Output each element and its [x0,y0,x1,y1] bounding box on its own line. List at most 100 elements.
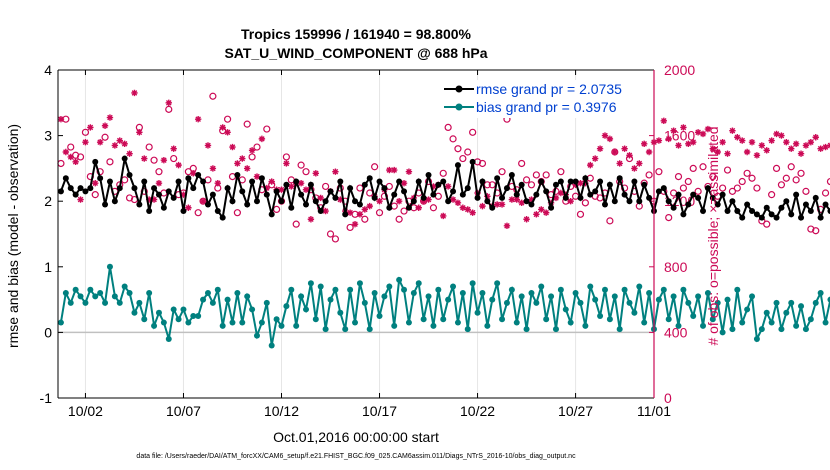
bias-point [538,283,545,290]
rmse-point [577,194,584,201]
bias-point [420,316,427,323]
rmse-point [278,198,285,205]
bias-point [185,319,192,326]
obs-possible-point [469,128,477,136]
obs-assimilated-point [145,196,153,203]
obs-possible-point [694,187,702,195]
bias-point [611,293,618,300]
obs-assimilated-point [734,134,741,141]
bias-point [121,283,128,290]
plot-background [58,70,654,398]
rmse-point [817,214,824,221]
bias-point [190,313,197,319]
y-tick-label-right: 2000 [664,62,695,78]
bias-point [317,283,324,290]
rmse-point [175,178,182,185]
obs-assimilated-point [547,199,555,207]
obs-possible-point [738,177,746,186]
obs-assimilated-point [538,206,545,213]
rmse-point [273,188,280,195]
rmse-point [758,214,765,221]
rmse-point [180,208,187,215]
rmse-point [347,185,354,192]
bias-point [606,316,613,323]
rmse-point [503,185,510,192]
bias-point [763,309,770,316]
x-tick-label: 10/02 [68,403,103,419]
footer-data-file: data file: /Users/raeder/DAI/ATM_forcXX/… [136,453,576,460]
bias-point [435,286,442,293]
obs-assimilated-point [567,198,574,205]
bias-point [670,293,677,300]
rmse-point [376,178,383,185]
obs-possible-point [209,92,217,100]
rmse-point [102,201,109,208]
chart-title-line1: Tropics 159996 / 161940 = 98.800% [241,26,472,42]
obs-assimilated-point [743,148,751,156]
obs-assimilated-point [690,138,697,146]
obs-assimilated-point [258,135,266,143]
bias-point [97,290,104,297]
bias-point [165,335,172,342]
rmse-point [479,178,486,185]
rmse-point [87,185,94,192]
bias-point [175,316,182,323]
obs-assimilated-point [670,127,677,134]
bias-point [332,286,339,293]
rmse-point [690,191,697,198]
obs-assimilated-point [400,179,408,187]
y-tick-label-left: 3 [44,128,52,144]
obs-possible-point [145,143,153,151]
rmse-point [528,201,535,208]
obs-assimilated-point [214,179,221,187]
obs-possible-point [684,177,692,186]
bias-point [827,296,830,303]
bias-point [773,299,780,306]
rmse-point [685,201,692,208]
rmse-point [204,201,211,208]
rmse-point [67,185,74,192]
bias-point [136,299,143,306]
rmse-point [572,178,579,185]
bias-point [214,286,221,293]
bias-point [445,296,452,303]
rmse-point [283,181,290,188]
bias-point [665,316,672,323]
bias-point [298,293,305,300]
bias-point [170,306,177,313]
obs-assimilated-point [185,204,192,211]
rmse-point [582,175,589,182]
bias-point [450,283,457,290]
obs-possible-point [194,209,202,217]
bias-point [548,293,555,300]
rmse-point [72,191,79,198]
bias-point [494,280,501,287]
bias-point [386,283,393,290]
bias-point [405,319,412,326]
obs-possible-point [753,184,761,192]
obs-possible-point [375,209,384,217]
rmse-point [773,214,780,221]
bias-point [200,296,207,303]
rmse-point [459,191,466,198]
obs-assimilated-point [591,155,599,162]
obs-assimilated-point [150,196,158,203]
bias-point [577,299,584,306]
bias-point [567,319,574,326]
bias-point [253,332,260,339]
obs-possible-point [439,169,447,177]
bias-point [822,319,829,326]
bias-point [102,299,109,306]
obs-assimilated-point [552,194,560,202]
bias-point [489,296,496,303]
obs-assimilated-point [224,129,231,136]
bias-point [356,280,363,287]
rmse-point [396,178,403,185]
obs-possible-point [356,184,364,192]
obs-possible-point [282,153,291,161]
y-tick-label-left: -1 [40,390,53,406]
bias-point [587,283,594,290]
obs-assimilated-point [797,150,805,157]
rmse-point [626,198,633,205]
rmse-point [219,214,226,221]
